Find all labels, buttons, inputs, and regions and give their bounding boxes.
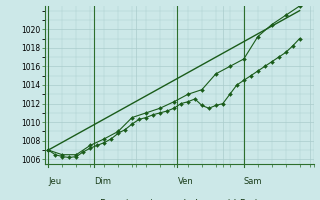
Text: Pression niveau de la mer( hPa ): Pression niveau de la mer( hPa ) (100, 199, 258, 200)
Text: Jeu: Jeu (48, 177, 61, 186)
Text: Sam: Sam (244, 177, 262, 186)
Text: Ven: Ven (178, 177, 193, 186)
Text: Dim: Dim (94, 177, 111, 186)
